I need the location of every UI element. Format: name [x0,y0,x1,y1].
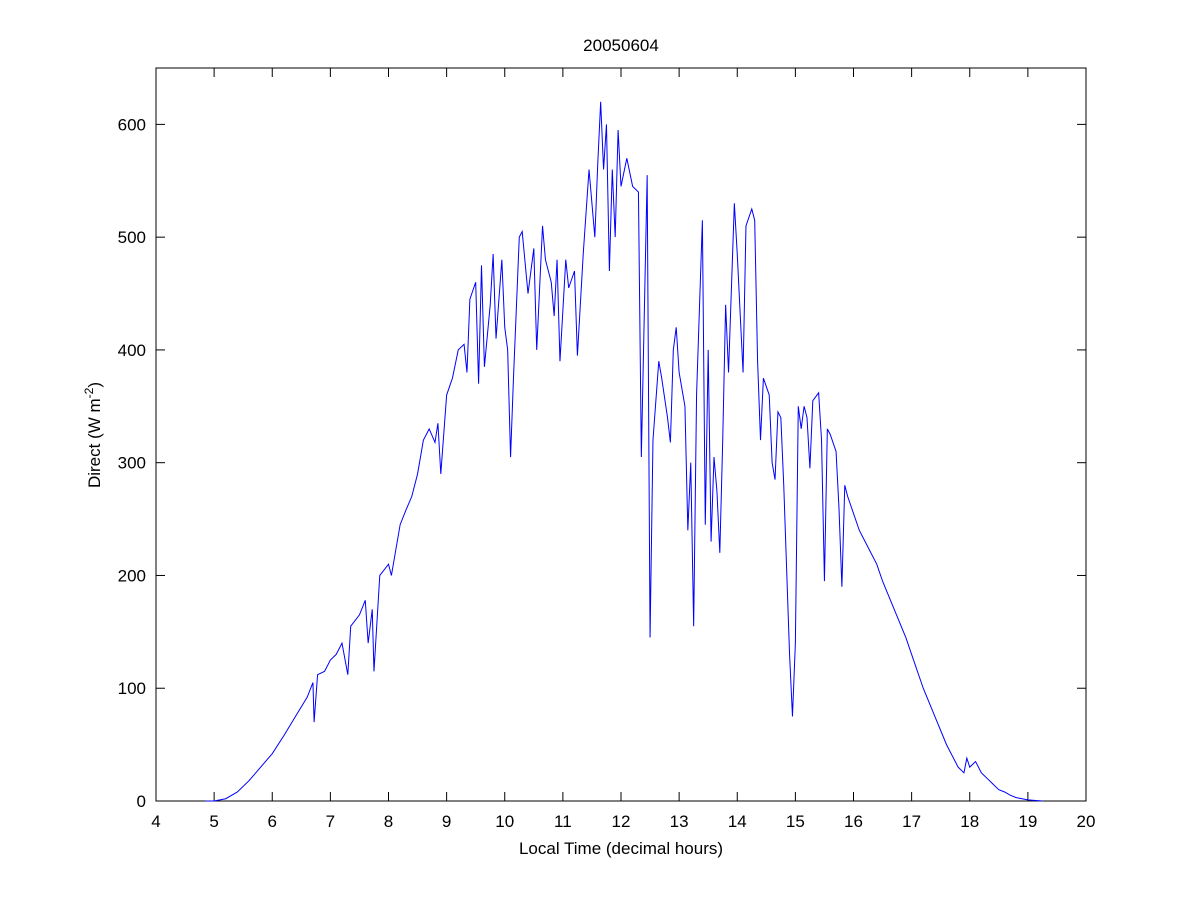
plot-area [155,67,1087,802]
y-tick-label: 0 [137,792,146,811]
chart-title: 20050604 [583,36,659,55]
x-tick-label: 10 [495,812,514,831]
x-axis-label: Local Time (decimal hours) [519,839,723,858]
x-tick-label: 14 [728,812,747,831]
x-tick-label: 19 [1018,812,1037,831]
y-tick-label: 200 [118,566,146,585]
x-tick-label: 18 [960,812,979,831]
y-tick-label: 300 [118,454,146,473]
y-axis-label: Direct (W m-2) [82,382,104,488]
y-label-sup: -2 [82,387,96,398]
data-line [205,101,1043,802]
x-tick-label: 12 [612,812,631,831]
x-tick-label: 9 [442,812,451,831]
y-tick-label: 100 [118,679,146,698]
y-tick-label: 600 [118,115,146,134]
x-tick-label: 6 [268,812,277,831]
x-tick-label: 20 [1077,812,1096,831]
y-label-end: ) [85,382,104,388]
y-tick-label: 500 [118,228,146,247]
x-tick-label: 16 [844,812,863,831]
y-tick-label: 400 [118,341,146,360]
x-tick-label: 11 [554,812,572,831]
x-tick-label: 8 [384,812,393,831]
x-tick-label: 17 [902,812,921,831]
y-label-text: Direct (W m [85,398,104,488]
x-tick-label: 7 [326,812,335,831]
x-tick-label: 15 [786,812,805,831]
x-tick-label: 13 [670,812,689,831]
x-tick-label: 5 [209,812,218,831]
x-tick-label: 4 [151,812,160,831]
